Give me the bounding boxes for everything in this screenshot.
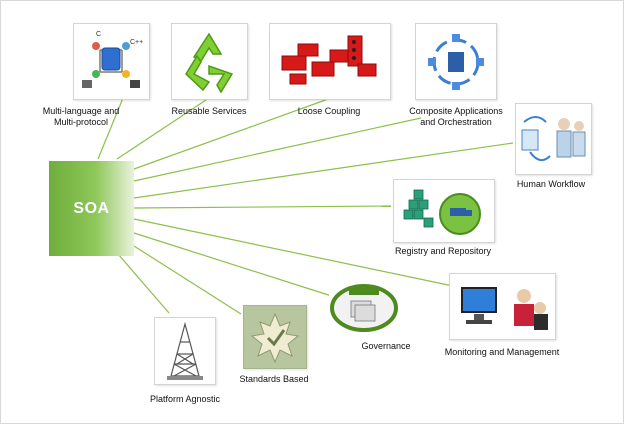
label-human-workflow: Human Workflow — [516, 179, 586, 189]
building-blocks-icon — [269, 23, 391, 100]
connector-composite — [133, 117, 422, 182]
tag-cpp: C++ — [130, 39, 143, 46]
label-platform-agnostic: Platform Agnostic — [149, 394, 221, 404]
orchestration-cycle-icon — [415, 23, 497, 100]
connector-loose-coupling — [133, 97, 332, 170]
label-multi-language: Multi-language and Multi-protocol — [42, 106, 120, 127]
people-workflow-icon — [515, 103, 592, 175]
monitor-management-icon — [449, 273, 556, 340]
label-monitoring-management: Monitoring and Management — [444, 347, 560, 357]
label-loose-coupling: Loose Coupling — [297, 106, 361, 116]
label-registry-repository: Registry and Repository — [394, 246, 492, 256]
label-reusable-services: Reusable Services — [171, 106, 247, 116]
connector-governance — [133, 232, 342, 300]
soa-hub-label: SOA — [73, 199, 110, 217]
label-standards-based: Standards Based — [239, 374, 309, 384]
connector-platform — [117, 253, 170, 314]
connector-standards — [133, 245, 242, 315]
tag-c: C — [96, 31, 101, 38]
connector-reusable — [116, 97, 210, 160]
governance-seal-icon — [329, 283, 399, 333]
recycle-icon — [171, 23, 248, 100]
connector-human-workflow — [133, 142, 514, 199]
connector-monitoring — [133, 218, 454, 287]
soa-hub: SOA — [49, 161, 134, 256]
leaf-check-icon — [243, 305, 307, 369]
connector-multi-language — [97, 97, 124, 160]
label-composite-applications: Composite Applications and Orchestration — [409, 106, 503, 127]
network-languages-icon: C C++ — [73, 23, 150, 100]
label-governance: Governance — [361, 341, 411, 351]
tower-icon — [154, 317, 216, 385]
registry-repository-icon — [393, 179, 495, 243]
connector-registry — [133, 205, 392, 209]
